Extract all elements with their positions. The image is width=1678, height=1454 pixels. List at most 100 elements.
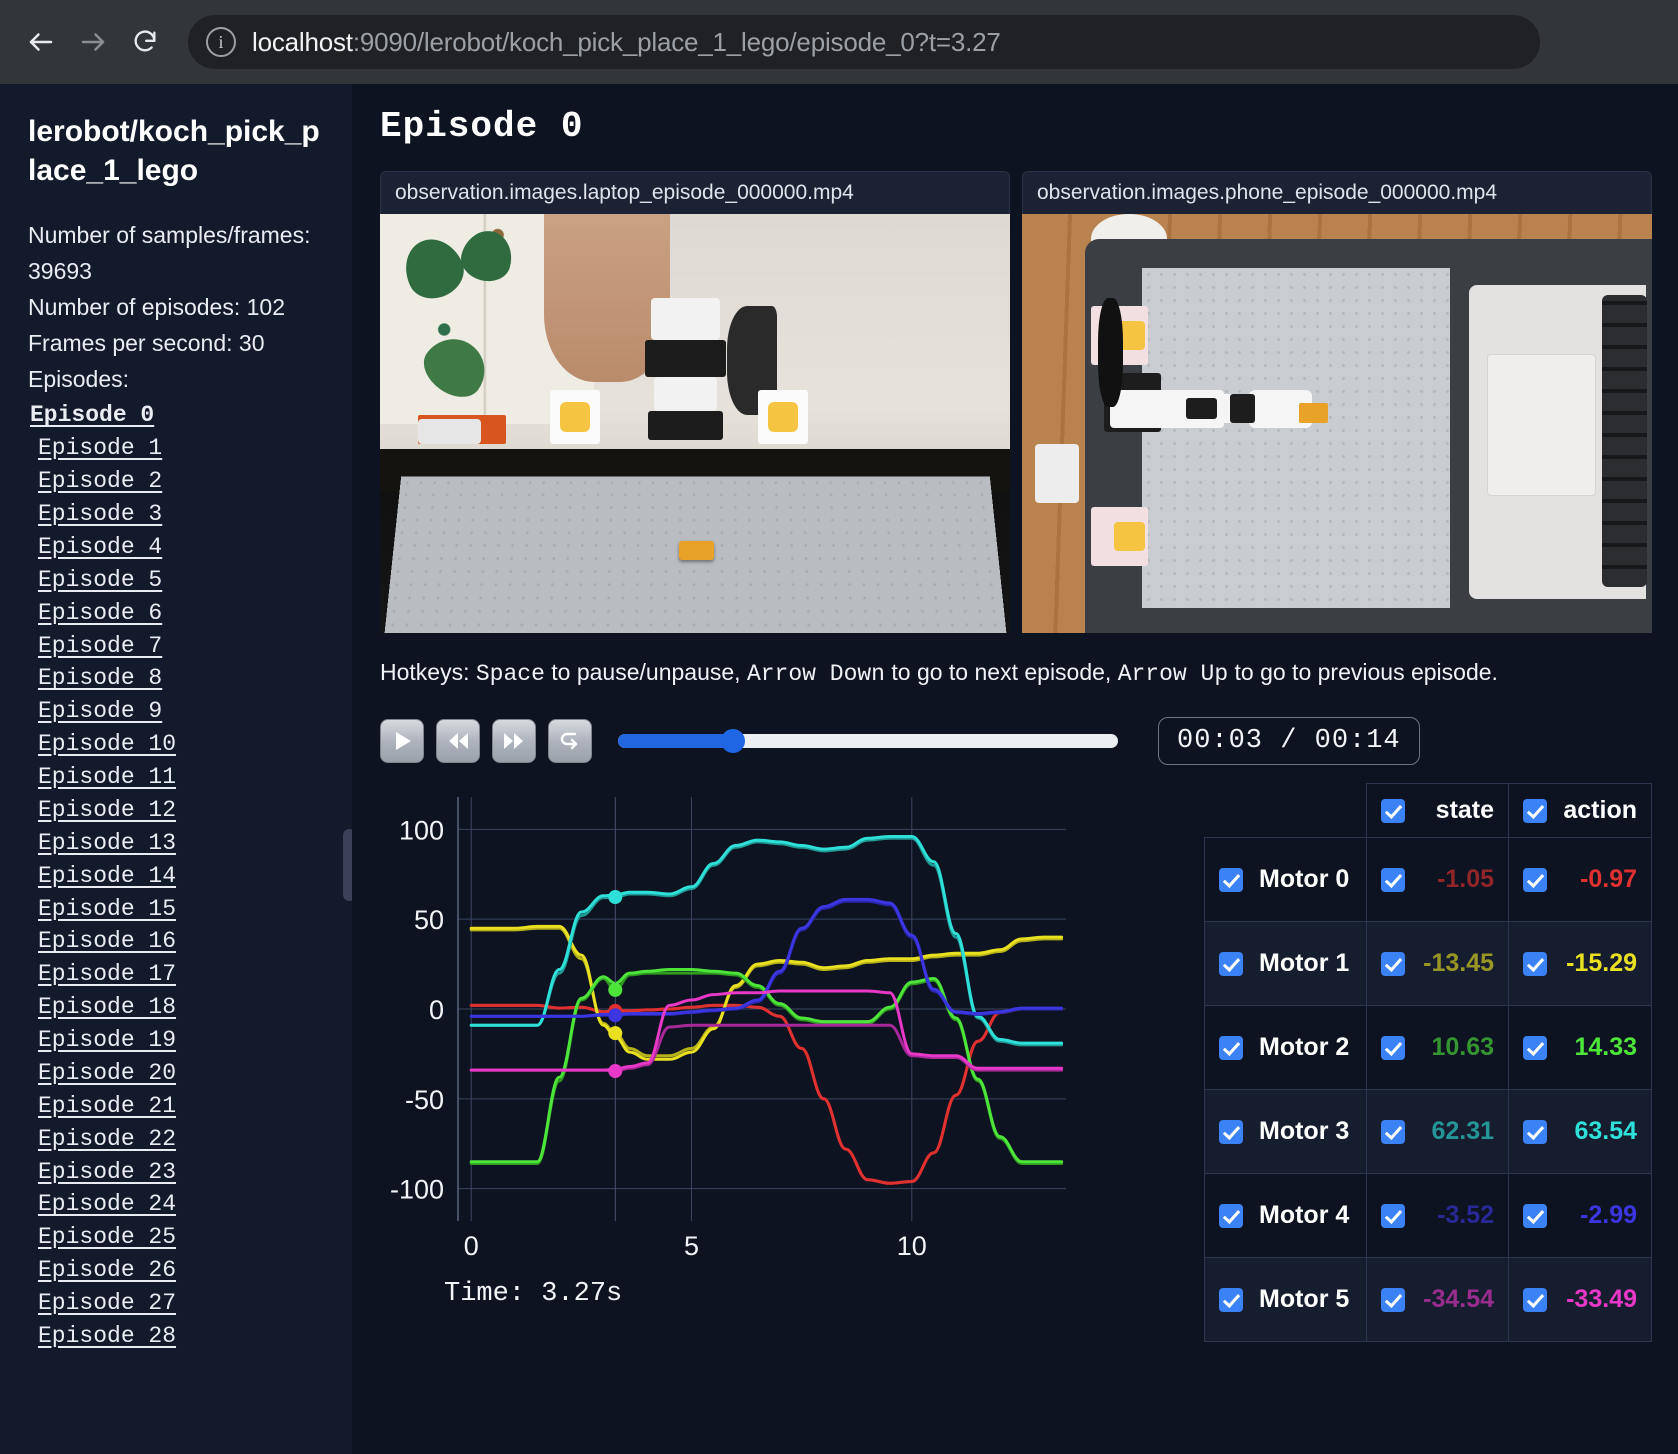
forward-icon[interactable] (70, 19, 116, 65)
sidebar-item-episode-15[interactable]: Episode 15 (38, 895, 177, 922)
sidebar-item-episode-12[interactable]: Episode 12 (38, 796, 177, 823)
sidebar-item-episode-1[interactable]: Episode 1 (38, 435, 163, 462)
sidebar-item-episode-26[interactable]: Episode 26 (38, 1257, 177, 1284)
hotkeys-hint: Hotkeys: Space to pause/unpause, Arrow D… (380, 659, 1652, 687)
video-player-phone[interactable] (1022, 214, 1652, 633)
address-bar[interactable]: i localhost:9090/lerobot/koch_pick_place… (188, 15, 1540, 69)
action-cell: -33.49 (1508, 1257, 1652, 1342)
motor-row-checkbox[interactable] (1219, 1203, 1243, 1228)
sidebar-item-episode-9[interactable]: Episode 9 (38, 698, 163, 725)
ytick-label: 50 (414, 905, 444, 935)
list-item: Episode 1 (38, 432, 328, 465)
motor-row-checkbox[interactable] (1219, 1287, 1243, 1312)
list-item: Episode 9 (38, 695, 328, 728)
motor-table: state action Motor 0 -1.05 -0.97 Mot (1204, 783, 1652, 1342)
chart-canvas[interactable]: 100 50 0 -50 -100 0 5 10 (380, 783, 1080, 1273)
action-cell-checkbox[interactable] (1523, 867, 1548, 892)
sidebar-item-episode-19[interactable]: Episode 19 (38, 1027, 177, 1053)
sidebar-item-episode-18[interactable]: Episode 18 (38, 994, 177, 1021)
list-item: Episode 3 (38, 498, 328, 531)
sidebar-item-episode-21[interactable]: Episode 21 (38, 1092, 177, 1119)
loop-icon[interactable] (548, 719, 592, 763)
data-point-marker (608, 1064, 623, 1079)
video-player-laptop[interactable] (380, 214, 1010, 633)
motor-row-checkbox[interactable] (1219, 1035, 1243, 1060)
state-column-checkbox[interactable] (1380, 798, 1405, 823)
hotkeys-text-2: to go to next episode, (884, 659, 1118, 685)
action-value: -2.99 (1580, 1201, 1637, 1229)
sidebar-item-episode-24[interactable]: Episode 24 (38, 1191, 177, 1218)
sidebar-item-episode-17[interactable]: Episode 17 (38, 961, 177, 988)
list-item: Episode 27 (38, 1287, 328, 1320)
motor-cell: Motor 3 (1204, 1089, 1367, 1174)
sidebar-item-episode-2[interactable]: Episode 2 (38, 468, 163, 495)
motor-row-checkbox[interactable] (1219, 1119, 1243, 1144)
seek-bar[interactable] (618, 729, 1118, 753)
sidebar-item-episode-11[interactable]: Episode 11 (38, 764, 177, 790)
motor-row-checkbox[interactable] (1219, 951, 1243, 976)
seek-track[interactable] (618, 729, 1118, 753)
rewind-icon[interactable] (436, 719, 480, 763)
url-text: localhost:9090/lerobot/koch_pick_place_1… (252, 27, 1001, 58)
play-icon[interactable] (380, 719, 424, 763)
page-title: Episode 0 (380, 106, 584, 147)
sidebar-item-episode-5[interactable]: Episode 5 (38, 566, 163, 593)
reload-icon[interactable] (122, 19, 168, 65)
motor-label: Motor 1 (1259, 949, 1350, 977)
list-item: Episode 22 (38, 1123, 328, 1156)
action-cell: -0.97 (1508, 837, 1652, 922)
action-cell-checkbox[interactable] (1523, 1203, 1548, 1228)
action-cell-checkbox[interactable] (1523, 951, 1548, 976)
header-action-label: action (1563, 796, 1637, 824)
sidebar-item-episode-6[interactable]: Episode 6 (38, 599, 163, 626)
sidebar-item-episode-25[interactable]: Episode 25 (38, 1224, 177, 1251)
state-cell-checkbox[interactable] (1380, 1203, 1405, 1228)
motor-label: Motor 4 (1259, 1201, 1350, 1229)
list-item: Episode 26 (38, 1254, 328, 1287)
video-card-phone: observation.images.phone_episode_000000.… (1022, 171, 1652, 633)
state-cell-checkbox[interactable] (1380, 951, 1405, 976)
motor-row-checkbox[interactable] (1219, 867, 1243, 892)
list-item: Episode 19 (38, 1024, 328, 1057)
action-cell-checkbox[interactable] (1523, 1287, 1548, 1312)
info-circle-icon[interactable]: i (206, 27, 236, 57)
state-cell-checkbox[interactable] (1380, 1287, 1405, 1312)
sidebar-item-episode-4[interactable]: Episode 4 (38, 533, 163, 560)
fast-forward-icon[interactable] (492, 719, 536, 763)
back-icon[interactable] (18, 19, 64, 65)
seek-thumb[interactable] (721, 729, 745, 753)
list-item: Episode 8 (38, 662, 328, 695)
sidebar-item-episode-7[interactable]: Episode 7 (38, 632, 163, 659)
list-item: Episode 16 (38, 925, 328, 958)
data-point-marker (608, 982, 623, 997)
state-cell-checkbox[interactable] (1380, 1035, 1405, 1060)
action-value: -15.29 (1566, 949, 1637, 977)
sidebar-item-episode-10[interactable]: Episode 10 (38, 731, 177, 758)
sidebar-item-episode-14[interactable]: Episode 14 (38, 862, 177, 889)
motor-cell: Motor 1 (1204, 921, 1367, 1006)
hotkey-arrow-down: Arrow Down (746, 661, 885, 687)
sidebar-item-episode-8[interactable]: Episode 8 (38, 665, 163, 692)
state-cell-checkbox[interactable] (1380, 867, 1405, 892)
sidebar-item-episode-28[interactable]: Episode 28 (38, 1322, 177, 1349)
action-cell-checkbox[interactable] (1523, 1035, 1548, 1060)
action-cell-checkbox[interactable] (1523, 1119, 1548, 1144)
header-state-label: state (1435, 796, 1495, 824)
list-item: Episode 13 (38, 827, 328, 860)
action-column-checkbox[interactable] (1523, 798, 1548, 823)
sidebar-item-episode-3[interactable]: Episode 3 (38, 501, 163, 527)
sidebar-item-episode-20[interactable]: Episode 20 (38, 1059, 177, 1086)
sidebar-item-episode-22[interactable]: Episode 22 (38, 1125, 177, 1152)
lower-section: 100 50 0 -50 -100 0 5 10 Time: 3.27s state (380, 783, 1652, 1343)
sidebar-item-episode-0[interactable]: Episode 0 (30, 402, 155, 429)
sidebar-item-episode-27[interactable]: Episode 27 (38, 1290, 177, 1316)
sidebar-item-episode-16[interactable]: Episode 16 (38, 928, 177, 955)
sidebar-resize-handle[interactable] (343, 829, 352, 901)
list-item: Episode 0 (30, 399, 328, 432)
table-row: Motor 5 -34.54 -33.49 (1204, 1257, 1652, 1342)
state-cell-checkbox[interactable] (1380, 1119, 1405, 1144)
sidebar-item-episode-13[interactable]: Episode 13 (38, 829, 177, 856)
state-cell: 10.63 (1365, 1005, 1510, 1090)
sidebar-item-episode-23[interactable]: Episode 23 (38, 1158, 177, 1185)
motor-label: Motor 5 (1259, 1285, 1350, 1313)
